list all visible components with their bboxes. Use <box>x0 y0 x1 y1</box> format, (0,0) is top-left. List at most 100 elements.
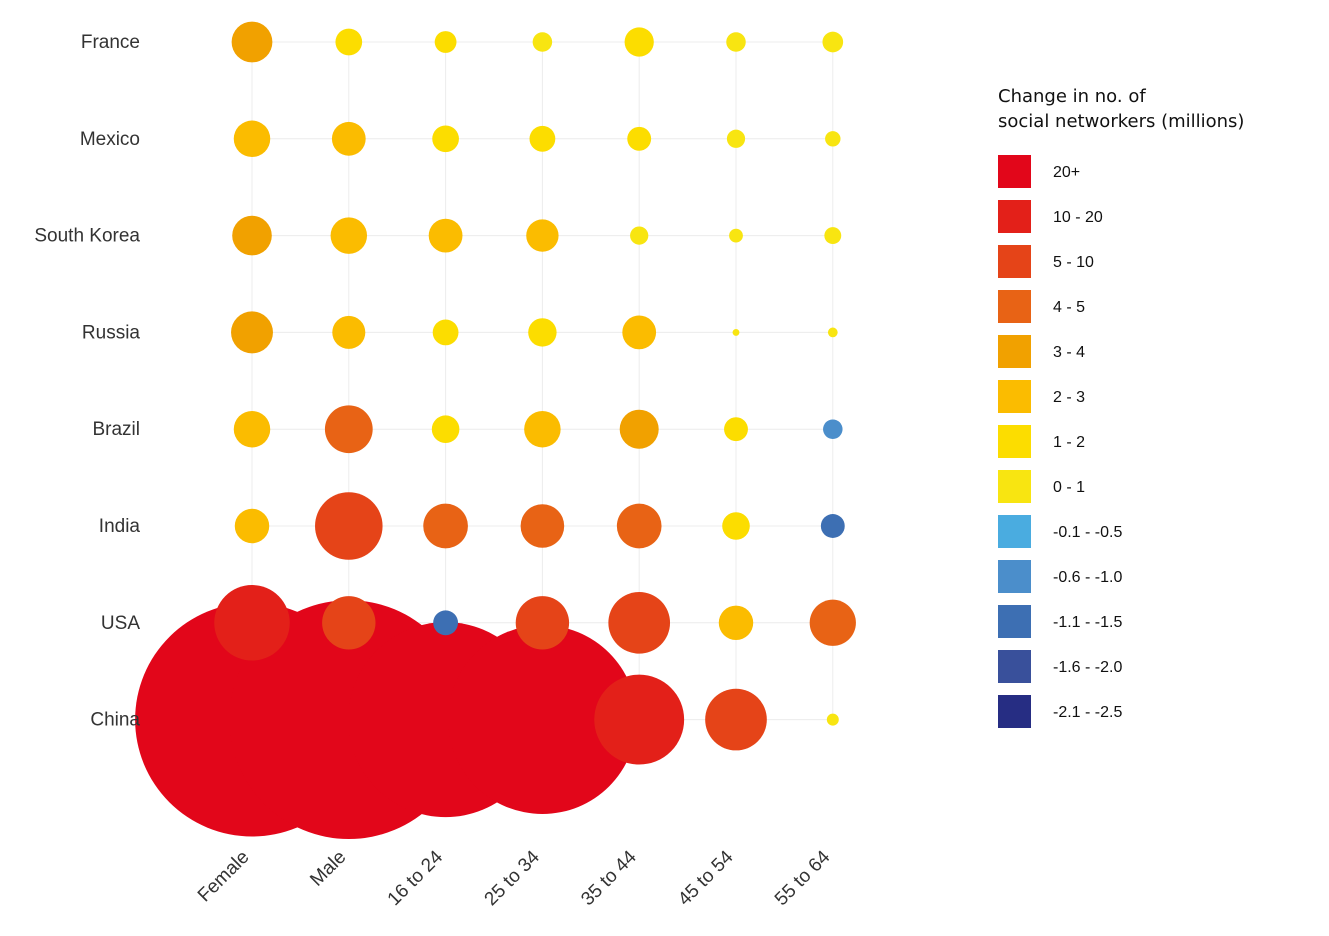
bubble-russia-55-to-64 <box>827 327 838 338</box>
bubble-france-female <box>231 21 273 63</box>
bubble-mexico-45-to-54 <box>726 129 746 148</box>
column-label-45-to-54: 45 to 54 <box>674 846 738 910</box>
row-label-china: China <box>90 710 140 731</box>
legend-swatch-11 <box>998 605 1031 638</box>
column-label-25-to-34: 25 to 34 <box>481 846 545 910</box>
bubble-france-35-to-44 <box>624 27 654 57</box>
column-label-female: Female <box>194 847 254 907</box>
legend-swatch-13 <box>998 695 1031 728</box>
row-label-india: India <box>99 516 141 537</box>
column-label-16-to-24: 16 to 24 <box>384 846 448 910</box>
bubble-usa-female <box>214 585 290 661</box>
bubble-china-35-to-44 <box>594 674 685 765</box>
bubble-france-25-to-34 <box>532 32 553 52</box>
bubble-russia-male <box>332 315 366 349</box>
bubble-usa-16-to-24 <box>433 610 459 636</box>
legend-label-8: 0 - 1 <box>1053 479 1085 496</box>
legend-swatch-5 <box>998 335 1031 368</box>
bubble-south-korea-45-to-54 <box>729 228 743 243</box>
legend-label-5: 3 - 4 <box>1053 344 1085 361</box>
row-labels: France Mexico South Korea Russia Brazil India… <box>34 32 140 731</box>
bubble-india-55-to-64 <box>820 514 845 538</box>
bubble-mexico-16-to-24 <box>432 125 459 153</box>
column-labels: Female Male 16 to 24 25 to 34 35 to 44 45 to … <box>194 846 835 910</box>
bubble-south-korea-male <box>330 217 368 254</box>
bubble-russia-35-to-44 <box>622 315 657 350</box>
bubble-mexico-25-to-34 <box>529 125 556 152</box>
legend-swatch-12 <box>998 650 1031 683</box>
bubble-brazil-45-to-54 <box>724 417 748 442</box>
bubble-france-45-to-54 <box>726 32 746 52</box>
bubble-mexico-55-to-64 <box>825 131 841 147</box>
legend-label-7: 1 - 2 <box>1053 434 1085 451</box>
row-label-south-korea: South Korea <box>34 226 140 247</box>
bubble-brazil-male <box>324 405 373 454</box>
bubble-brazil-female <box>233 410 271 448</box>
legend-label-10: -0.6 - -1.0 <box>1053 569 1122 586</box>
column-label-35-to-44: 35 to 44 <box>577 846 641 910</box>
bubble-brazil-25-to-34 <box>524 410 561 448</box>
column-label-55-to-64: 55 to 64 <box>771 846 835 910</box>
legend-swatch-2 <box>998 200 1031 233</box>
legend-label-9: -0.1 - -0.5 <box>1053 524 1122 541</box>
bubble-south-korea-female <box>232 215 272 256</box>
bubble-usa-25-to-34 <box>515 596 570 650</box>
bubble-brazil-16-to-24 <box>431 415 460 443</box>
bubble-india-male <box>315 492 383 560</box>
row-label-mexico: Mexico <box>80 129 140 150</box>
legend-label-11: -1.1 - -1.5 <box>1053 614 1122 631</box>
bubble-mexico-female <box>233 120 271 158</box>
bubble-mexico-35-to-44 <box>627 126 652 151</box>
legend-label-12: -1.6 - -2.0 <box>1053 659 1122 676</box>
legend-swatch-1 <box>998 155 1031 188</box>
row-label-brazil: Brazil <box>92 419 140 440</box>
bubble-brazil-55-to-64 <box>823 419 843 439</box>
legend-label-4: 4 - 5 <box>1053 299 1085 316</box>
bubble-india-female <box>234 508 270 544</box>
bubble-usa-male <box>322 596 376 650</box>
bubble-france-16-to-24 <box>434 31 457 53</box>
legend: Change in no. of social networkers (mill… <box>998 86 1244 728</box>
bubble-russia-female <box>231 311 273 354</box>
bubble-russia-16-to-24 <box>432 319 459 346</box>
legend-label-6: 2 - 3 <box>1053 389 1085 406</box>
bubble-france-male <box>335 28 363 56</box>
bubbles <box>135 21 856 839</box>
bubble-india-16-to-24 <box>423 503 468 549</box>
bubble-india-25-to-34 <box>520 504 565 548</box>
legend-swatch-6 <box>998 380 1031 413</box>
legend-swatch-3 <box>998 245 1031 278</box>
bubble-india-45-to-54 <box>722 512 750 540</box>
bubble-usa-35-to-44 <box>608 591 671 654</box>
legend-title-line-2: social networkers (millions) <box>998 111 1244 132</box>
bubble-china-55-to-64 <box>826 713 839 726</box>
bubble-brazil-35-to-44 <box>619 409 659 449</box>
column-label-male: Male <box>306 847 350 891</box>
legend-label-1: 20+ <box>1053 164 1080 181</box>
bubble-russia-25-to-34 <box>528 318 557 347</box>
legend-title-line-1: Change in no. of <box>998 86 1146 107</box>
bubble-china-45-to-54 <box>705 688 767 751</box>
legend-label-3: 5 - 10 <box>1053 254 1094 271</box>
bubble-china-25-to-34 <box>448 625 637 814</box>
legend-label-13: -2.1 - -2.5 <box>1053 704 1122 721</box>
bubble-south-korea-55-to-64 <box>824 227 842 245</box>
legend-swatch-10 <box>998 560 1031 593</box>
bubble-south-korea-16-to-24 <box>428 218 463 253</box>
legend-swatch-9 <box>998 515 1031 548</box>
legend-swatch-7 <box>998 425 1031 458</box>
row-label-russia: Russia <box>82 322 141 343</box>
bubble-mexico-male <box>331 121 366 156</box>
row-label-usa: USA <box>101 613 140 634</box>
legend-swatch-8 <box>998 470 1031 503</box>
legend-label-2: 10 - 20 <box>1053 209 1103 226</box>
legend-swatch-4 <box>998 290 1031 323</box>
bubble-south-korea-35-to-44 <box>630 226 649 245</box>
bubble-france-55-to-64 <box>822 31 844 53</box>
row-label-france: France <box>81 32 140 53</box>
bubble-russia-45-to-54 <box>732 328 740 336</box>
bubble-usa-55-to-64 <box>809 599 856 646</box>
bubble-south-korea-25-to-34 <box>526 219 559 252</box>
bubble-india-35-to-44 <box>616 503 662 549</box>
